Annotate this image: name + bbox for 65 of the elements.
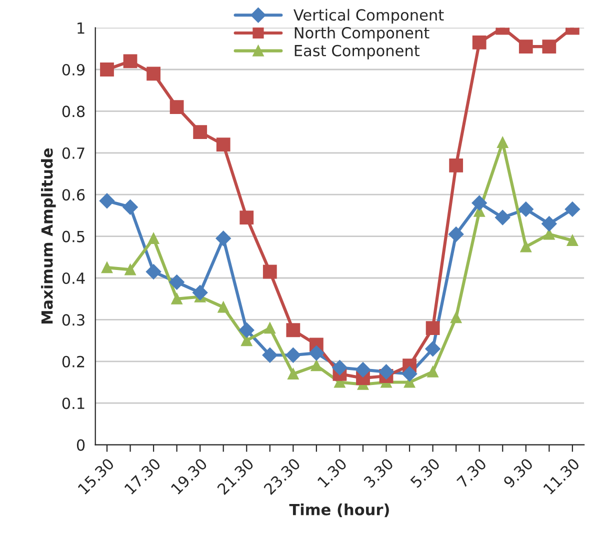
legend-label: North Component (294, 26, 430, 42)
y-tick-label: 0.5 (62, 230, 84, 242)
point (542, 216, 557, 232)
point (146, 264, 162, 280)
point (240, 210, 254, 224)
y-tick-label: 1 (78, 22, 84, 34)
y-tick-label: 0 (76, 439, 85, 451)
point (193, 125, 208, 139)
y-tick-label: 0.1 (62, 398, 84, 410)
point (171, 293, 182, 304)
point (146, 66, 160, 81)
point (448, 226, 464, 242)
point (426, 321, 440, 335)
y-axis-title: Maximum Amplitude (41, 148, 56, 324)
point (218, 302, 229, 313)
x-axis-title: Time (hour) (289, 504, 389, 518)
y-tick-label: 0.8 (62, 106, 85, 118)
point (472, 35, 486, 50)
point (518, 202, 534, 217)
point (100, 62, 114, 76)
point (239, 322, 254, 338)
y-tick-label: 0.6 (62, 189, 85, 201)
point (564, 202, 580, 217)
point (566, 234, 578, 246)
point (288, 368, 299, 380)
point (378, 364, 394, 380)
point (332, 360, 348, 376)
point (216, 138, 230, 152)
point (402, 366, 418, 382)
point (148, 232, 160, 244)
point (101, 262, 113, 274)
y-tick-label: 0.7 (62, 147, 84, 159)
point (518, 40, 533, 54)
point (520, 241, 532, 252)
point (169, 274, 184, 290)
y-tick-label: 0.2 (62, 356, 84, 368)
point (449, 158, 464, 172)
point (308, 345, 324, 361)
legend-label: East Component (294, 44, 420, 60)
point (495, 210, 510, 226)
point (122, 200, 138, 215)
point (262, 264, 277, 279)
point (450, 312, 462, 324)
point (472, 195, 487, 211)
point (286, 323, 300, 338)
point (264, 322, 276, 334)
point (310, 360, 322, 372)
point (497, 136, 508, 148)
point (99, 193, 115, 208)
point (355, 362, 371, 378)
point (286, 348, 301, 363)
y-tick-label: 0.4 (62, 272, 85, 284)
point (170, 100, 184, 114)
point (544, 228, 555, 240)
point (425, 341, 440, 356)
point (427, 366, 438, 378)
point (542, 40, 556, 54)
point (192, 285, 208, 300)
point (262, 348, 278, 363)
point (124, 264, 136, 276)
y-tick-label: 0.9 (62, 64, 85, 76)
y-tick-label: 0.3 (62, 314, 84, 326)
point (123, 54, 138, 68)
legend-label: Vertical Component (293, 8, 444, 24)
point (216, 230, 231, 246)
